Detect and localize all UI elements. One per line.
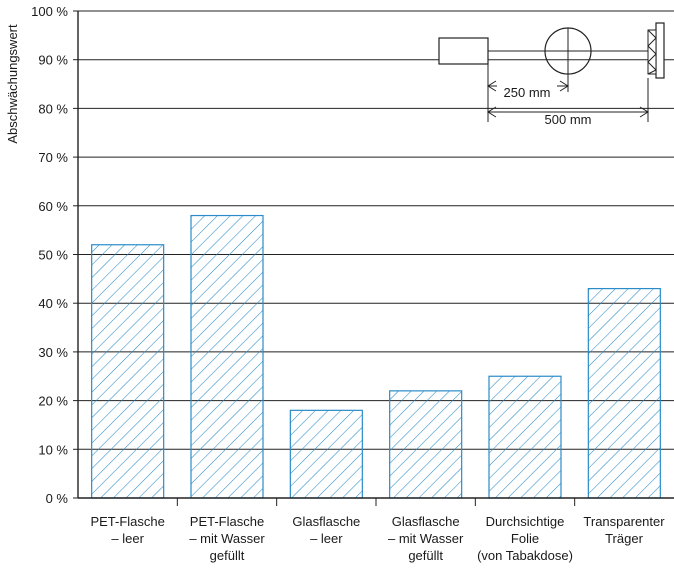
- y-tick-label: 60 %: [38, 199, 68, 214]
- x-tick-label: Glasflasche – mit Wasser gefüllt: [388, 514, 464, 563]
- dim-label-500: 500 mm: [545, 112, 592, 127]
- sensor-box: [438, 37, 489, 65]
- y-tick-label: 70 %: [38, 150, 68, 165]
- reflector-zigzag: [647, 29, 657, 75]
- axes: [73, 10, 674, 506]
- bar: [587, 287, 661, 499]
- dim-arrow-500-head-left: [487, 106, 497, 118]
- reflector-plate: [655, 22, 665, 79]
- bar: [289, 409, 363, 499]
- y-tick-label: 20 %: [38, 394, 68, 409]
- reflector-hatch: [647, 29, 657, 75]
- inset-measurement-diagram: 250 mm 500 mm: [438, 22, 665, 127]
- x-tick-label: PET-Flasche – mit Wasser gefüllt: [189, 514, 265, 563]
- y-tick-label: 50 %: [38, 248, 68, 263]
- y-axis-label: Abschwächungswert: [5, 24, 20, 144]
- dim-arrow-250-head-left: [487, 80, 497, 92]
- y-tick-label: 80 %: [38, 101, 68, 116]
- dim-arrow-250-head-right: [559, 80, 569, 92]
- y-tick-label: 40 %: [38, 296, 68, 311]
- y-tick-label: 30 %: [38, 345, 68, 360]
- dim-arrow-500-head-right: [639, 106, 649, 118]
- bar: [190, 214, 264, 499]
- y-tick-labels: 0 % 10 % 20 % 30 % 40 % 50 % 60 % 70 % 80 % 90 % 1…: [31, 4, 68, 506]
- bar: [488, 375, 562, 499]
- bars: [91, 214, 661, 499]
- x-tick-label: PET-Flasche – leer: [90, 514, 164, 546]
- y-tick-label: 100 %: [31, 4, 68, 19]
- bar: [91, 244, 165, 499]
- grid-lines: [78, 10, 674, 450]
- y-tick-label: 90 %: [38, 53, 68, 68]
- x-tick-label: Durchsichtige Folie (von Tabakdose): [477, 514, 573, 563]
- dim-label-250-bg: [497, 84, 557, 100]
- x-tick-label: Transparenter Träger: [583, 514, 665, 546]
- y-tick-label: 0 %: [46, 491, 69, 506]
- x-tick-label: Glasflasche – leer: [292, 514, 360, 546]
- bar: [389, 390, 463, 499]
- dim-label-250: 250 mm: [504, 85, 551, 100]
- y-tick-label: 10 %: [38, 442, 68, 457]
- x-tick-labels: PET-Flasche – leer PET-Flasche – mit Wasser…: [90, 514, 665, 563]
